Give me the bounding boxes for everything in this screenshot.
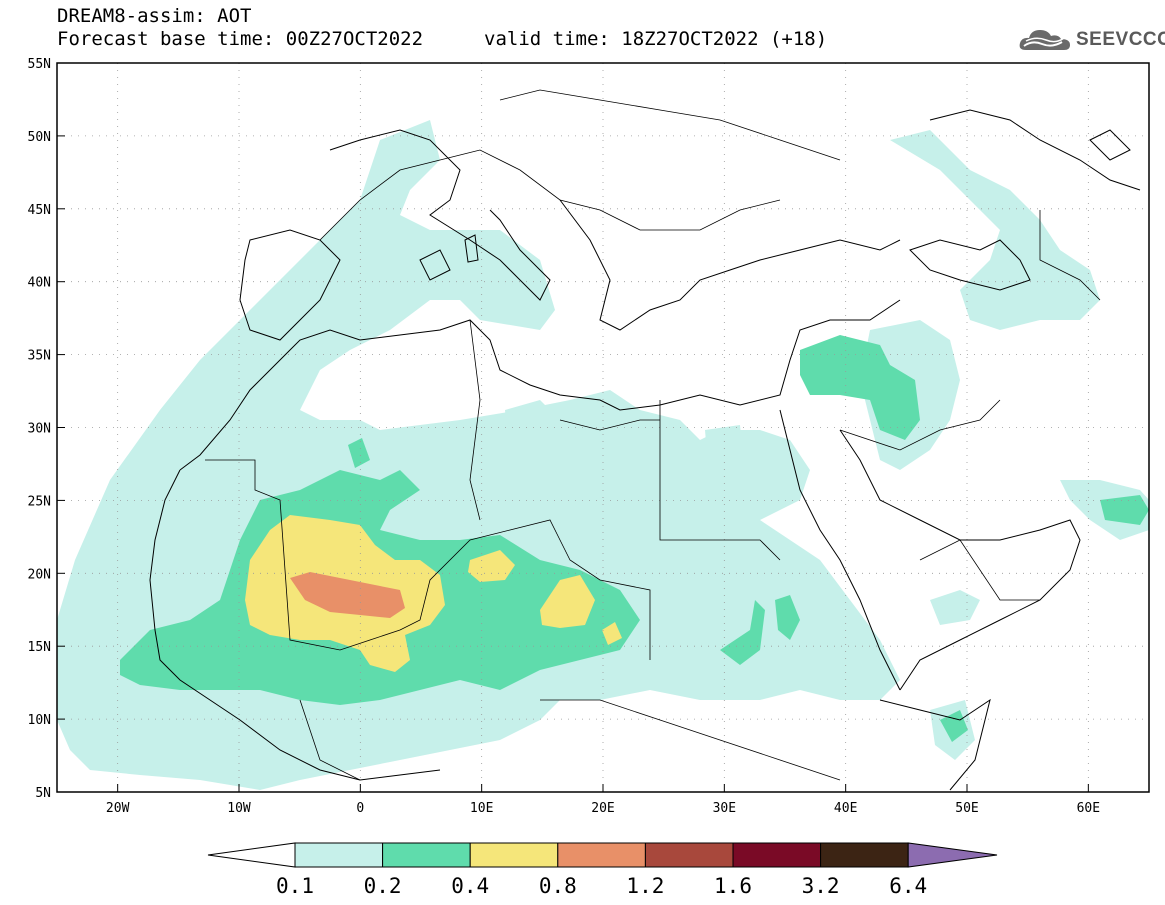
colorbar-segment — [557, 842, 646, 868]
latitude-labels: 55N 50N 45N 40N 35N 30N 25N 20N 15N 10N 5N — [28, 57, 65, 801]
lat-tick-label: 10N — [28, 713, 51, 728]
colorbar-segment — [820, 842, 909, 868]
seevccc-logo: SEEVCCC — [1018, 26, 1165, 54]
lon-tick-label: 0 — [356, 801, 364, 816]
colorbar-label: 0.4 — [451, 874, 489, 898]
lat-tick-label: 45N — [28, 203, 51, 218]
colorbar-label: 0.2 — [364, 874, 402, 898]
map-gridlines — [57, 63, 1149, 792]
colorbar-arrow-high — [907, 842, 998, 868]
lon-tick-label: 50E — [955, 801, 978, 816]
lat-tick-label: 35N — [28, 349, 51, 364]
lon-tick-label: 20W — [106, 801, 130, 816]
lat-tick-label: 50N — [28, 130, 51, 145]
lat-tick-label: 55N — [28, 57, 51, 72]
colorbar-label: 1.6 — [714, 874, 752, 898]
colorbar-label: 0.1 — [276, 874, 314, 898]
colorbar-segment — [732, 842, 822, 868]
lon-tick-label: 20E — [591, 801, 614, 816]
colorbar: 0.1 0.2 0.4 0.8 1.2 1.6 3.2 6.4 — [207, 842, 998, 898]
cloud-icon — [1019, 30, 1070, 50]
colorbar-segment — [382, 842, 471, 868]
lon-tick-label: 30E — [713, 801, 736, 816]
colorbar-segment — [469, 842, 559, 868]
colorbar-segment — [294, 842, 384, 868]
colorbar-segment — [644, 842, 734, 868]
colorbar-label: 3.2 — [802, 874, 840, 898]
valid-time: valid time: 18Z27OCT2022 (+18) — [484, 28, 828, 50]
colorbar-label: 0.8 — [539, 874, 577, 898]
map-title: DREAM8-assim: AOT — [57, 5, 252, 27]
colorbar-label: 6.4 — [889, 874, 927, 898]
lat-tick-label: 25N — [28, 494, 51, 509]
lat-tick-label: 5N — [35, 786, 51, 801]
country-borders — [205, 89, 1101, 781]
coastlines — [149, 109, 1141, 791]
lat-tick-label: 20N — [28, 567, 51, 582]
aot-band-0.8-1.2 — [290, 572, 405, 618]
lon-tick-label: 60E — [1077, 801, 1100, 816]
lon-tick-label: 40E — [834, 801, 857, 816]
lat-tick-label: 40N — [28, 276, 51, 291]
colorbar-arrow-low — [207, 842, 296, 868]
logo-text: SEEVCCC — [1076, 29, 1165, 50]
lat-tick-label: 30N — [28, 422, 51, 437]
lat-tick-label: 15N — [28, 640, 51, 655]
longitude-labels: 20W 10W 0 10E 20E 30E 40E 50E 60E — [106, 784, 1100, 816]
lon-tick-label: 10W — [227, 801, 251, 816]
lon-tick-label: 10E — [470, 801, 493, 816]
aot-fields — [57, 120, 1149, 790]
colorbar-label: 1.2 — [626, 874, 664, 898]
forecast-base-time: Forecast base time: 00Z27OCT2022 — [57, 28, 424, 50]
